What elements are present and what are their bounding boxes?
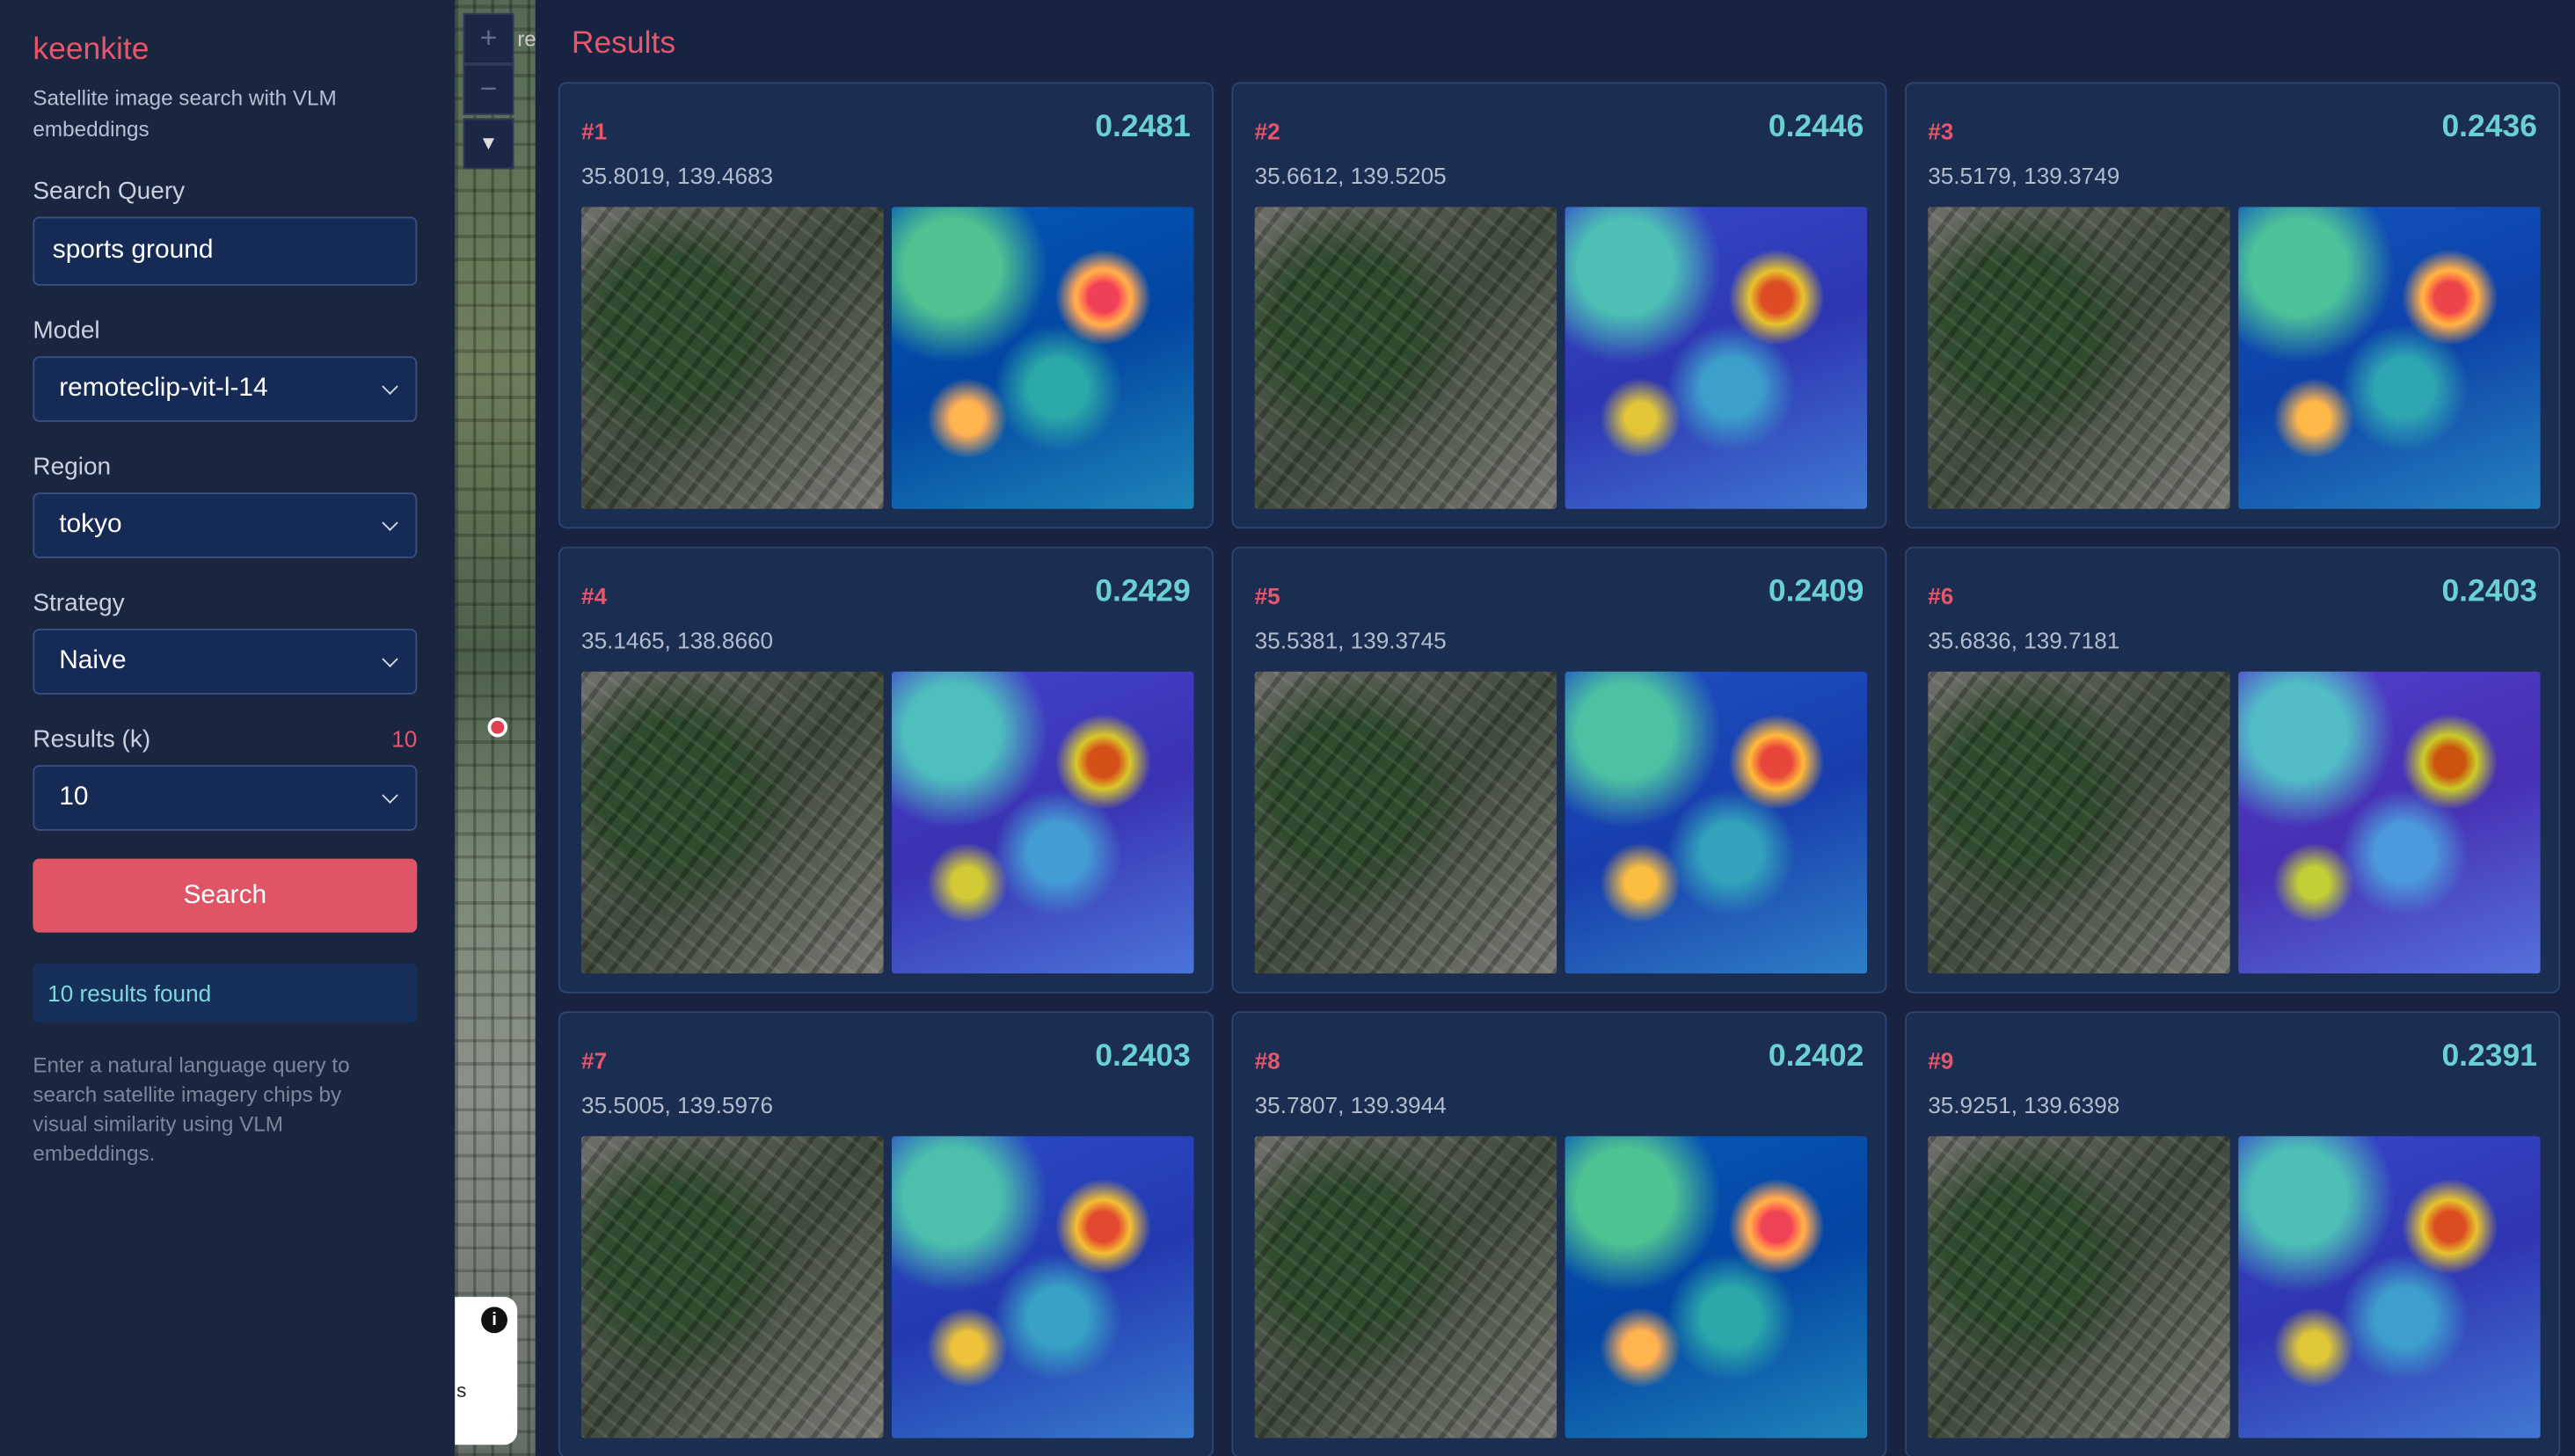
heatmap-image[interactable] — [1565, 671, 1868, 974]
satellite-image[interactable] — [1928, 1136, 2230, 1438]
rank: #5 — [1254, 582, 1280, 609]
score: 0.2429 — [1095, 574, 1191, 609]
result-card[interactable]: #8 0.2402 35.7807, 139.3944 — [1231, 1011, 1887, 1456]
strategy-select[interactable]: Naive — [33, 629, 418, 695]
app-title: keenkite — [33, 33, 150, 68]
coords: 35.5381, 139.3745 — [1254, 627, 1447, 654]
map-edge-text: re — [517, 25, 536, 51]
result-card[interactable]: #7 0.2403 35.5005, 139.5976 — [558, 1011, 1214, 1456]
k-display: 10 — [391, 725, 418, 753]
result-card[interactable]: #3 0.2436 35.5179, 139.3749 — [1905, 82, 2561, 529]
satellite-image[interactable] — [581, 1136, 884, 1438]
region-label: Region — [33, 453, 112, 482]
coords: 35.1465, 138.8660 — [581, 627, 774, 654]
rank: #6 — [1928, 582, 1954, 609]
result-card[interactable]: #5 0.2409 35.5381, 139.3745 — [1231, 546, 1887, 994]
satellite-image[interactable] — [1928, 671, 2230, 974]
coords: 35.8019, 139.4683 — [581, 162, 774, 189]
query-label: Search Query — [33, 177, 186, 206]
satellite-image[interactable] — [1928, 207, 2230, 509]
coords: 35.6836, 139.7181 — [1928, 627, 2120, 654]
satellite-image[interactable] — [1254, 1136, 1557, 1438]
coords: 35.5005, 139.5976 — [581, 1091, 774, 1118]
score: 0.2403 — [2441, 574, 2537, 609]
k-label: Results (k) — [33, 725, 151, 754]
rank: #7 — [581, 1047, 608, 1074]
region-select[interactable]: tokyo — [33, 492, 418, 558]
coords: 35.7807, 139.3944 — [1254, 1091, 1447, 1118]
sidebar: keenkite Satellite image search with VLM… — [0, 0, 456, 1456]
score: 0.2481 — [1095, 110, 1191, 145]
rank: #1 — [581, 118, 608, 145]
result-card[interactable]: #1 0.2481 35.8019, 139.4683 — [558, 82, 1214, 529]
strategy-label: Strategy — [33, 589, 125, 618]
score: 0.2446 — [1768, 110, 1864, 145]
model-label: Model — [33, 317, 100, 346]
status: 10 results found — [33, 964, 418, 1023]
coords: 35.9251, 139.6398 — [1928, 1091, 2120, 1118]
heatmap-image[interactable] — [2238, 671, 2541, 974]
results: Results #1 0.2481 35.8019, 139.4683 #2 0.244… — [536, 0, 2575, 1456]
score: 0.2391 — [2441, 1039, 2537, 1074]
result-card[interactable]: #2 0.2446 35.6612, 139.5205 — [1231, 82, 1887, 529]
info-icon[interactable]: i — [481, 1307, 507, 1334]
satellite-image[interactable] — [1254, 671, 1557, 974]
popup-text: s — [456, 1379, 467, 1402]
query-input[interactable]: sports ground — [33, 216, 418, 286]
k-select[interactable]: 10 — [33, 765, 418, 831]
map-popup: i s — [455, 1297, 518, 1445]
heatmap-image[interactable] — [891, 671, 1194, 974]
search-button[interactable]: Search — [33, 858, 418, 933]
heatmap-image[interactable] — [2238, 207, 2541, 509]
score: 0.2436 — [2441, 110, 2537, 145]
satellite-image[interactable] — [1254, 207, 1557, 509]
heatmap-image[interactable] — [891, 1136, 1194, 1438]
result-card[interactable]: #9 0.2391 35.9251, 139.6398 — [1905, 1011, 2561, 1456]
coords: 35.5179, 139.3749 — [1928, 162, 2120, 189]
results-heading: Results — [571, 25, 676, 62]
satellite-image[interactable] — [581, 207, 884, 509]
map-marker[interactable] — [487, 717, 507, 738]
layer-toggle[interactable]: ▼ — [463, 118, 514, 170]
subtitle: Satellite image search with VLM embeddin… — [33, 85, 337, 142]
score: 0.2402 — [1768, 1039, 1864, 1074]
rank: #4 — [581, 582, 608, 609]
help-text: Enter a natural language query to search… — [33, 1052, 350, 1166]
score: 0.2403 — [1095, 1039, 1191, 1074]
zoom-out[interactable]: − — [463, 63, 514, 115]
rank: #9 — [1928, 1047, 1954, 1074]
coords: 35.6612, 139.5205 — [1254, 162, 1447, 189]
satellite-image[interactable] — [581, 671, 884, 974]
zoom-in[interactable]: + — [463, 12, 514, 64]
model-select[interactable]: remoteclip-vit-l-14 — [33, 356, 418, 422]
map[interactable]: + − ▼ re i s — [455, 0, 536, 1456]
result-card[interactable]: #6 0.2403 35.6836, 139.7181 — [1905, 546, 2561, 994]
heatmap-image[interactable] — [891, 207, 1194, 509]
rank: #3 — [1928, 118, 1954, 145]
heatmap-image[interactable] — [1565, 1136, 1868, 1438]
score: 0.2409 — [1768, 574, 1864, 609]
result-card[interactable]: #4 0.2429 35.1465, 138.8660 — [558, 546, 1214, 994]
rank: #8 — [1254, 1047, 1280, 1074]
rank: #2 — [1254, 118, 1280, 145]
heatmap-image[interactable] — [1565, 207, 1868, 509]
heatmap-image[interactable] — [2238, 1136, 2541, 1438]
